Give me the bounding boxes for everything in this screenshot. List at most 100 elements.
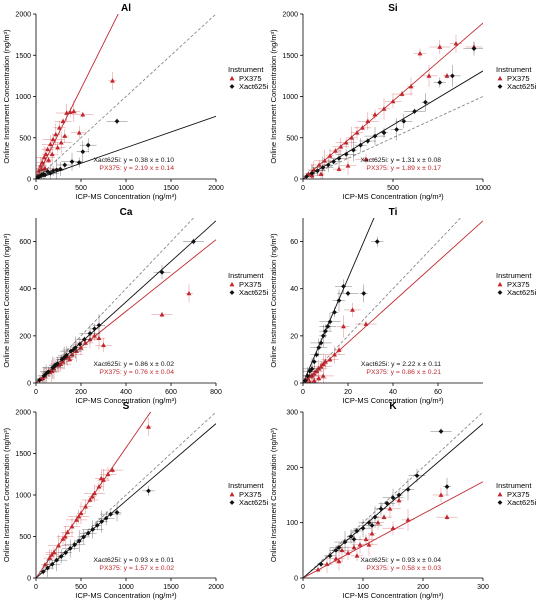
point-diamond: [414, 473, 420, 479]
point-diamond: [345, 291, 351, 296]
point-triangle: [338, 144, 344, 149]
point-diamond: [318, 340, 324, 346]
point-diamond: [327, 319, 333, 325]
plot-area: [303, 412, 483, 578]
x-tick-label: 800: [210, 389, 222, 396]
point-diamond: [108, 511, 114, 517]
point-triangle: [78, 510, 84, 516]
y-tick-label: 0: [294, 177, 298, 184]
point-diamond: [396, 492, 402, 498]
point-triangle: [343, 140, 349, 145]
chart-panel-s: S 0 500 1000 1500 2000 0 500 1000 1500 2000 ICP-MS …: [2, 401, 269, 600]
point-triangle: [366, 542, 372, 547]
point-diamond: [309, 170, 315, 176]
point-triangle: [336, 166, 342, 171]
point-triangle: [64, 110, 70, 115]
x-tick-label: 1000: [475, 185, 491, 192]
point-triangle: [354, 553, 360, 558]
plot-area: [36, 218, 216, 383]
y-tick-label: 1500: [15, 451, 31, 458]
x-tick-label: 20: [344, 389, 352, 396]
x-tick-label: 0: [301, 389, 305, 396]
point-diamond: [76, 160, 82, 165]
point-diamond: [372, 133, 378, 139]
point-diamond: [85, 530, 91, 536]
point-triangle: [453, 41, 459, 46]
y-tick-label: 500: [19, 135, 31, 142]
chart-panel-k: K 0 100 200 300 0 100 200 300 ICP-MS Concentratio…: [269, 401, 537, 600]
legend-title: Instrument: [228, 271, 264, 280]
y-axis-label: Online Instrument Concentration (ng/m³): [269, 233, 278, 368]
point-triangle: [46, 157, 52, 162]
legend-entry-xact625i: Xact625i: [239, 82, 269, 91]
point-diamond: [311, 359, 317, 365]
point-triangle: [71, 108, 77, 114]
y-axis-label: Online Instrument Concentration (ng/m³): [2, 29, 11, 164]
point-triangle: [349, 135, 355, 140]
point-triangle: [311, 378, 317, 383]
point-diamond: [332, 309, 337, 315]
chart-title: Ca: [120, 207, 133, 218]
point-triangle: [186, 290, 192, 296]
x-tick-label: 1000: [118, 185, 134, 192]
point-diamond: [52, 362, 58, 368]
point-triangle: [36, 168, 42, 173]
point-diamond: [36, 377, 42, 383]
fit-equation-xact625i: Xact625i: y = 0.38 x ± 0.10: [93, 157, 174, 164]
point-triangle: [369, 531, 375, 536]
point-triangle: [381, 106, 387, 111]
point-diamond: [423, 99, 428, 105]
point-triangle: [56, 543, 61, 548]
x-tick-label: 400: [120, 389, 132, 396]
legend-entry-xact625i: Xact625i: [507, 288, 537, 297]
y-tick-label: 1500: [15, 53, 31, 60]
x-tick-label: 1500: [163, 584, 179, 591]
legend-entry-px375: PX375: [507, 74, 530, 83]
point-triangle: [76, 130, 82, 135]
legend-diamond-icon: [497, 84, 503, 89]
fit-equation-px375: PX375: y = 1.57 x ± 0.02: [99, 565, 174, 572]
point-diamond: [336, 298, 342, 303]
point-triangle: [375, 520, 381, 525]
point-triangle: [146, 424, 151, 429]
legend-triangle-icon: [497, 75, 503, 81]
point-diamond: [320, 333, 326, 339]
point-diamond: [159, 269, 165, 275]
fit-equation-px375: PX375: y = 0.58 x ± 0.03: [366, 565, 441, 572]
legend-entry-xact625i: Xact625i: [239, 288, 269, 297]
point-diamond: [43, 371, 49, 376]
point-diamond: [318, 561, 324, 567]
y-tick-label: 20: [290, 333, 298, 340]
one-to-one-line: [36, 412, 216, 578]
legend-title: Instrument: [496, 65, 532, 74]
series-xact625i: [36, 118, 128, 179]
point-triangle: [350, 307, 355, 312]
x-tick-label: 500: [387, 185, 399, 192]
one-to-one-line: [303, 96, 483, 179]
y-tick-label: 600: [19, 239, 31, 246]
x-tick-label: 0: [301, 584, 305, 591]
legend-triangle-icon: [229, 491, 235, 497]
point-diamond: [394, 127, 399, 132]
point-diamond: [471, 46, 477, 52]
x-tick-label: 1500: [163, 185, 179, 192]
y-tick-label: 200: [19, 333, 31, 340]
point-triangle: [45, 146, 51, 152]
point-diamond: [365, 138, 371, 144]
legend-entry-px375: PX375: [239, 74, 262, 83]
chart-title: K: [389, 401, 397, 412]
point-triangle: [98, 475, 104, 481]
fit-equation-xact625i: Xact625i: y = 0.86 x ± 0.02: [93, 361, 174, 368]
y-tick-label: 2000: [282, 12, 298, 19]
point-diamond: [303, 378, 308, 383]
x-tick-label: 2000: [208, 185, 224, 192]
point-triangle: [55, 145, 61, 150]
point-triangle: [311, 370, 317, 376]
x-tick-label: 2000: [208, 584, 224, 591]
point-triangle: [65, 529, 70, 535]
point-diamond: [381, 130, 387, 136]
y-tick-label: 500: [286, 135, 298, 142]
point-triangle: [345, 163, 351, 168]
